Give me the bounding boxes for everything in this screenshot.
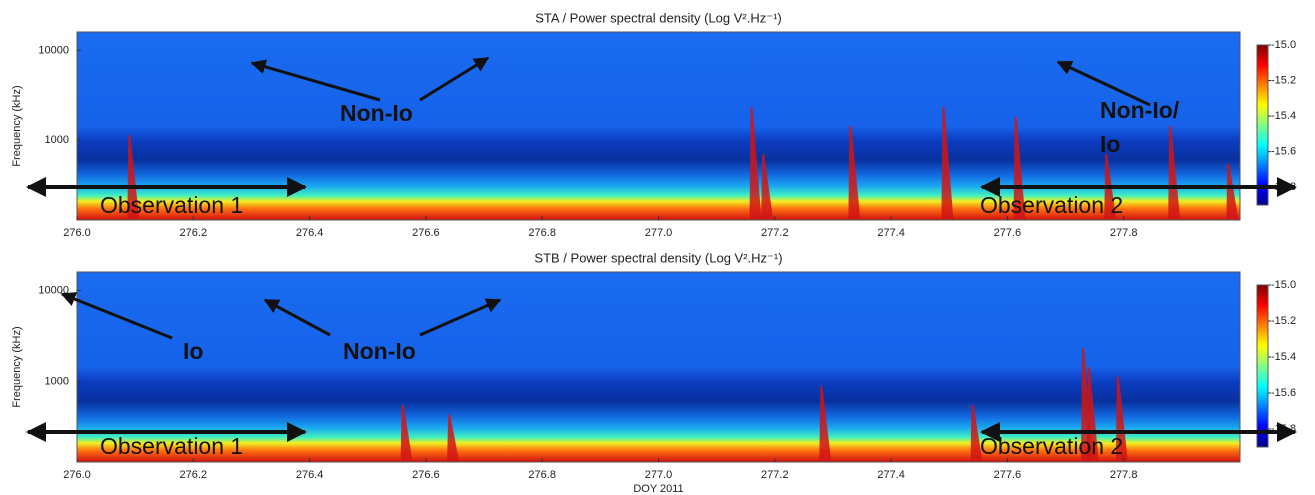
burst	[941, 107, 954, 220]
colorbar-tick-label: -15.2	[1271, 74, 1296, 86]
burst	[970, 405, 983, 462]
x-tick-label: 277.4	[877, 227, 905, 239]
x-tick-label: 277.2	[761, 227, 789, 239]
annotation-arrow	[1056, 60, 1151, 107]
colorbar-tick-label: -15.6	[1271, 387, 1296, 399]
y-tick-label: 10000	[38, 44, 69, 56]
annotation-arrow	[419, 298, 502, 337]
x-tick-label: 277.4	[877, 469, 905, 481]
x-tick-label: 277.6	[994, 469, 1022, 481]
annotation-arrow	[419, 56, 490, 102]
x-axis-label: DOY 2011	[633, 483, 683, 495]
colorbar	[1256, 284, 1269, 448]
x-tick-label: 276.8	[528, 227, 556, 239]
y-axis-label: Frequency (kHz)	[11, 85, 23, 166]
y-tick-label: 1000	[45, 134, 69, 146]
annotation: Observation 1	[100, 433, 243, 459]
x-tick-label: 277.0	[645, 227, 673, 239]
colorbar-tick-label: -15.0	[1271, 279, 1296, 291]
annotation: Observation 2	[980, 433, 1123, 459]
x-tick-label: 277.8	[1110, 227, 1138, 239]
x-tick-label: 276.0	[63, 469, 91, 481]
annotation-arrow	[60, 292, 173, 340]
x-tick-label: 276.0	[63, 227, 91, 239]
burst	[819, 386, 832, 462]
panel-title: STB / Power spectral density (Log V².Hz⁻…	[534, 250, 782, 265]
annotation-arrow	[263, 298, 331, 337]
annotation: Observation 1	[100, 192, 243, 218]
colorbar-tick-label: -15.2	[1271, 315, 1296, 327]
burst	[761, 154, 774, 220]
x-tick-label: 276.2	[180, 469, 208, 481]
x-tick-label: 276.4	[296, 469, 324, 481]
x-tick-label: 277.8	[1110, 469, 1138, 481]
colorbar	[1256, 44, 1269, 206]
x-tick-label: 276.6	[412, 227, 440, 239]
colorbar-tick-label: -15.0	[1271, 39, 1296, 51]
colorbar-tick-label: -15.4	[1271, 110, 1296, 122]
annotation: Non-Io	[340, 100, 413, 126]
colorbar-tick-label: -15.6	[1271, 146, 1296, 158]
annotation: Non-Io/	[1100, 97, 1180, 123]
y-tick-label: 1000	[45, 375, 69, 387]
annotation: Observation 2	[980, 192, 1123, 218]
x-tick-label: 277.6	[994, 227, 1022, 239]
annotation: Non-Io	[343, 338, 416, 364]
panel-title: STA / Power spectral density (Log V².Hz⁻…	[535, 10, 781, 25]
x-tick-label: 276.4	[296, 227, 324, 239]
annotation-arrow	[250, 59, 381, 102]
annotation: Io	[1100, 131, 1120, 157]
x-tick-label: 276.6	[412, 469, 440, 481]
burst	[749, 107, 762, 220]
x-tick-label: 276.2	[180, 227, 208, 239]
burst	[447, 414, 460, 462]
burst	[400, 405, 413, 462]
x-tick-label: 277.0	[645, 469, 673, 481]
annotation: Io	[183, 338, 203, 364]
x-tick-label: 277.2	[761, 469, 789, 481]
burst	[848, 126, 861, 220]
y-axis-label: Frequency (kHz)	[11, 326, 23, 407]
colorbar-tick-label: -15.4	[1271, 351, 1296, 363]
x-tick-label: 276.8	[528, 469, 556, 481]
